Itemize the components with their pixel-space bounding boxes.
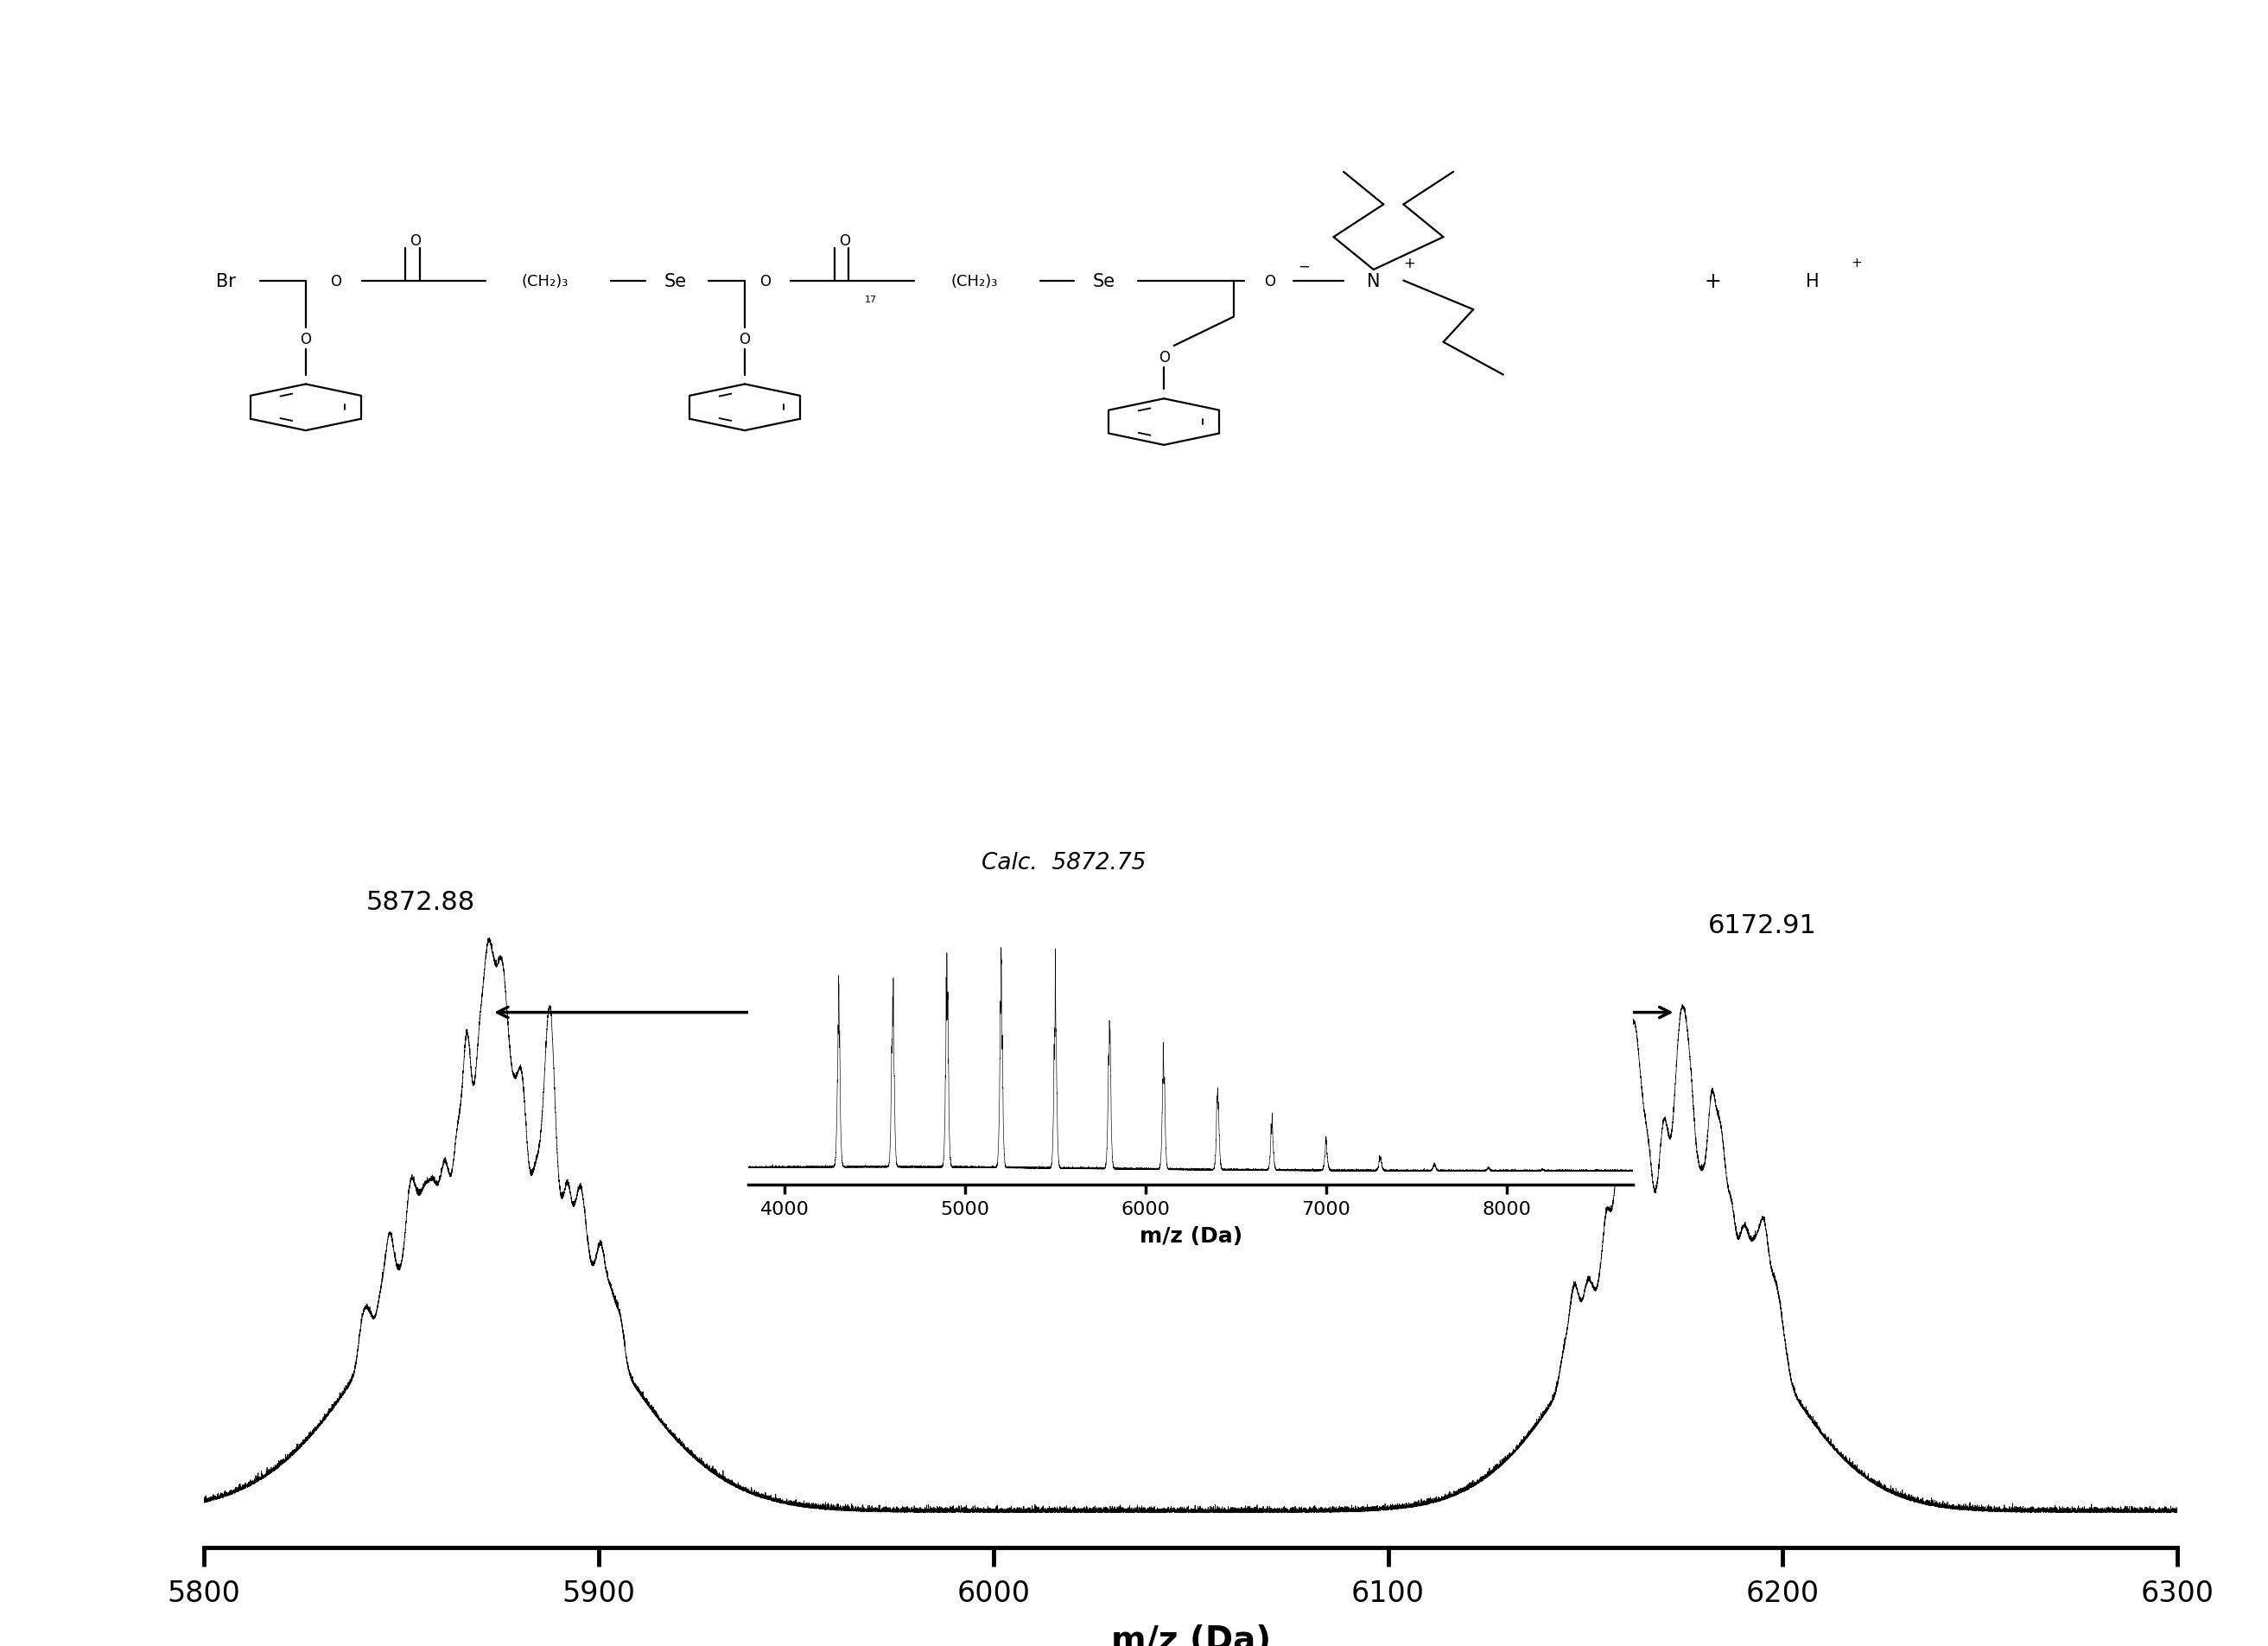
Text: 17: 17 bbox=[864, 295, 878, 303]
Text: N: N bbox=[1368, 273, 1381, 290]
Text: O: O bbox=[1263, 273, 1275, 290]
Text: +: + bbox=[1851, 257, 1862, 270]
Text: 5872.88: 5872.88 bbox=[365, 890, 476, 915]
Text: O: O bbox=[411, 234, 422, 249]
Text: O: O bbox=[839, 234, 850, 249]
Text: exp.   5872.88: exp. 5872.88 bbox=[982, 897, 1148, 920]
Text: +: + bbox=[1703, 272, 1721, 291]
Text: Calc.  5872.75: Calc. 5872.75 bbox=[982, 851, 1145, 874]
Text: Se: Se bbox=[1093, 273, 1116, 290]
Text: H: H bbox=[1805, 273, 1819, 290]
Text: Se: Se bbox=[665, 273, 687, 290]
Text: +: + bbox=[1404, 255, 1415, 272]
Text: (CH₂)₃: (CH₂)₃ bbox=[522, 273, 569, 290]
Text: O: O bbox=[760, 273, 771, 290]
Text: O: O bbox=[299, 331, 311, 347]
Text: 300.03 Da: 300.03 Da bbox=[1016, 974, 1152, 1001]
Text: O: O bbox=[739, 331, 751, 347]
X-axis label: m/z (Da): m/z (Da) bbox=[1139, 1225, 1243, 1246]
Text: O: O bbox=[331, 273, 340, 290]
Text: 6172.91: 6172.91 bbox=[1708, 914, 1817, 938]
Text: Br: Br bbox=[215, 273, 236, 290]
Text: O: O bbox=[1159, 349, 1170, 365]
Text: (CH₂)₃: (CH₂)₃ bbox=[950, 273, 998, 290]
Text: −: − bbox=[1297, 258, 1309, 275]
X-axis label: m/z (Da): m/z (Da) bbox=[1111, 1623, 1270, 1646]
